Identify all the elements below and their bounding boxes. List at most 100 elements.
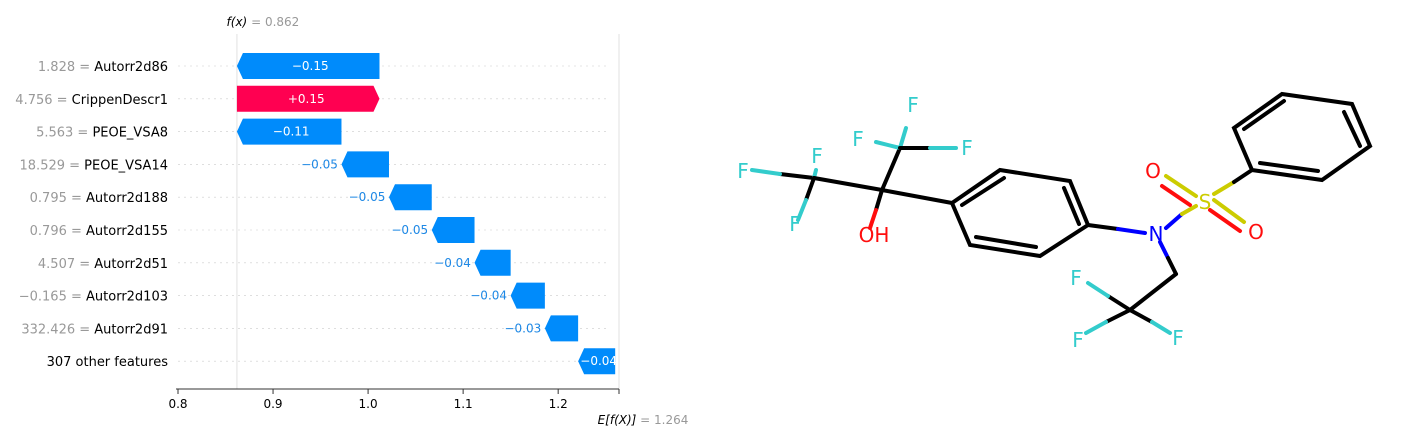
efx-label: E[f(X)] = 1.264 [598,413,689,427]
feature-name: PEOE_VSA14 [84,158,168,173]
ring1-double-b [1062,186,1081,226]
bond-n-ch2 [1158,240,1170,260]
bond-s-o2b [1208,208,1242,233]
feature-name: 307 other features [47,355,169,370]
efx-label-eq: = [636,413,654,427]
waterfall-bar [474,249,511,276]
bond-s-o2a [1212,198,1246,224]
atom-f2: F [811,144,823,168]
bar-value-label: +0.15 [288,92,325,106]
bond-s-o1a [1164,174,1198,198]
bond-c-f1 [778,172,816,180]
feature-label: 18.529 = PEOE_VSA14 [20,158,168,173]
atom-f4: F [907,93,919,117]
waterfall-bar [236,53,380,79]
x-tick-label: 1.1 [454,397,473,411]
bar-value-label: −0.15 [292,59,329,73]
molecule-atoms: F F F F F F OH N S O O F F F [737,93,1264,352]
atom-o1: O [1145,159,1161,183]
bond-ctop-f4 [898,126,908,150]
bar-value-label: −0.04 [434,256,471,270]
waterfall-bar [431,217,475,243]
bond-s-ring2 [1212,180,1236,196]
bond-cf3-f8b [1084,320,1108,335]
feature-value: 332.426 = [21,322,94,337]
feature-value: −0.165 = [19,290,86,305]
bond-c-o [874,188,884,212]
atom-s: S [1199,190,1212,214]
bar-value-label: −0.11 [273,125,310,139]
bond-ctop-f5 [874,140,902,150]
bond-n-ch2b [1166,256,1178,276]
waterfall-bar [388,184,432,211]
ring1-double-a [960,176,1006,207]
feature-label: 1.828 = Autorr2d86 [38,60,168,75]
feature-name: Autorr2d51 [94,257,168,272]
x-axis: 0.8 0.9 1.0 1.1 1.2 [168,388,620,411]
feature-value: 0.795 = [30,191,86,206]
atom-oh: OH [859,223,890,247]
bond-cf3-f8 [1104,308,1132,324]
bond-c-ob [868,208,878,230]
feature-label: 4.756 = CrippenDescr1 [15,93,168,108]
waterfall-bar [341,151,389,178]
bond-c-ctop [880,146,902,192]
feature-name: Autorr2d91 [94,322,168,337]
bar-value-label: −0.05 [349,190,386,204]
feature-name: Autorr2d86 [94,60,168,75]
bar-value-label: −0.05 [301,157,338,171]
atom-f5: F [852,127,864,151]
feature-name: Autorr2d103 [86,290,168,305]
fx-label-eq: = [247,15,265,29]
bar-value-label: −0.05 [391,223,428,237]
fx-label-value: 0.862 [265,15,299,29]
bond-n-sb [1180,204,1198,216]
bond-cf3-f9b [1150,320,1172,335]
feature-value: 1.828 = [38,60,94,75]
waterfall-bar [578,348,616,375]
feature-label: −0.165 = Autorr2d103 [19,290,168,305]
atom-n: N [1149,222,1164,246]
fx-label-name: f(x) [227,15,248,29]
feature-value: 5.563 = [36,126,92,141]
feature-labels-group: 1.828 = Autorr2d86 4.756 = CrippenDescr1 5… [15,60,168,370]
feature-value: 4.756 = [15,93,71,108]
ring2-double-b [1342,110,1362,148]
atom-f8: F [1072,328,1084,352]
bond-s-o1b [1160,184,1192,207]
efx-label-name: E[f(X)] [598,413,637,427]
bond-c-ring [880,188,954,205]
atom-f7: F [1070,266,1082,290]
bond-cf3-f9 [1128,308,1154,324]
bond-ch2-cf3 [1128,272,1178,312]
bond-c-f3 [804,176,816,202]
molecule-structure: F F F F F F OH N S O O F F F [737,91,1373,352]
feature-value: 18.529 = [20,158,85,173]
bond-cf3-f7b [1086,281,1110,298]
x-tick-label: 0.9 [263,397,282,411]
ring2-double-c [1258,161,1320,173]
bars-group: −0.15 +0.15 −0.11 −0.05 −0.05 −0.05 −0.04 −0.04… [236,53,617,375]
shap-waterfall-chart: −0.15 +0.15 −0.11 −0.05 −0.05 −0.05 −0.04 −0.04… [15,15,689,427]
feature-label: 0.795 = Autorr2d188 [30,191,168,206]
feature-label: 5.563 = PEOE_VSA8 [36,126,168,141]
bond-ring-nb [1116,227,1147,235]
atom-f3: F [789,212,801,236]
benzene-ring-2 [1231,91,1373,183]
feature-label: 4.507 = Autorr2d51 [38,257,168,272]
ring2-double-a [1242,99,1286,131]
feature-label: 0.796 = Autorr2d155 [30,224,168,239]
waterfall-bar [544,315,579,342]
atom-f1: F [737,159,749,183]
x-tick-label: 0.8 [168,397,187,411]
bar-value-label: −0.04 [580,354,617,368]
efx-label-value: 1.264 [654,413,688,427]
atom-f6: F [961,136,973,160]
x-tick-label: 1.2 [549,397,568,411]
feature-name: CrippenDescr1 [72,93,168,108]
feature-name: Autorr2d155 [86,224,168,239]
x-tick-label: 1.0 [359,397,378,411]
feature-name: Autorr2d188 [86,191,168,206]
feature-value: 0.796 = [30,224,86,239]
bond-c-f3b [796,198,808,222]
